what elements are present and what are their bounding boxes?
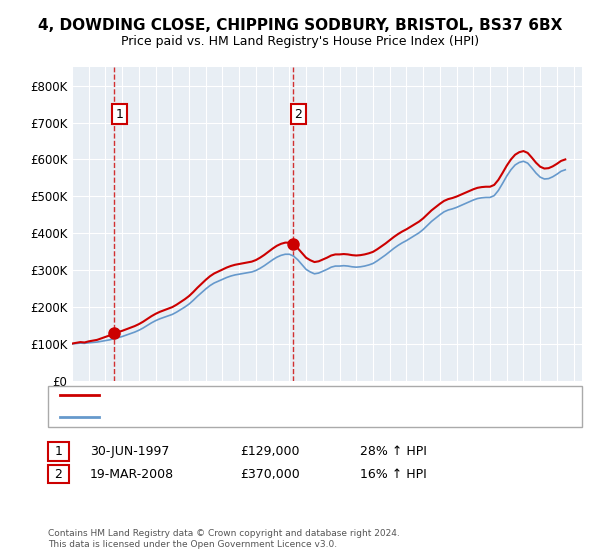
Text: 30-JUN-1997: 30-JUN-1997	[90, 445, 169, 459]
Text: 1: 1	[115, 108, 124, 121]
Text: 4, DOWDING CLOSE, CHIPPING SODBURY, BRISTOL, BS37 6BX (detached house): 4, DOWDING CLOSE, CHIPPING SODBURY, BRIS…	[102, 390, 519, 400]
Text: 16% ↑ HPI: 16% ↑ HPI	[360, 468, 427, 481]
Text: Price paid vs. HM Land Registry's House Price Index (HPI): Price paid vs. HM Land Registry's House …	[121, 35, 479, 49]
Text: Contains HM Land Registry data © Crown copyright and database right 2024.
This d: Contains HM Land Registry data © Crown c…	[48, 529, 400, 549]
Text: 1: 1	[55, 445, 62, 459]
Text: £129,000: £129,000	[240, 445, 299, 459]
Text: £370,000: £370,000	[240, 468, 300, 481]
Text: HPI: Average price, detached house, South Gloucestershire: HPI: Average price, detached house, Sout…	[102, 412, 411, 422]
Text: 2: 2	[55, 468, 62, 481]
Text: 4, DOWDING CLOSE, CHIPPING SODBURY, BRISTOL, BS37 6BX: 4, DOWDING CLOSE, CHIPPING SODBURY, BRIS…	[38, 18, 562, 32]
Text: 2: 2	[295, 108, 302, 121]
Text: 28% ↑ HPI: 28% ↑ HPI	[360, 445, 427, 459]
Text: 19-MAR-2008: 19-MAR-2008	[90, 468, 174, 481]
